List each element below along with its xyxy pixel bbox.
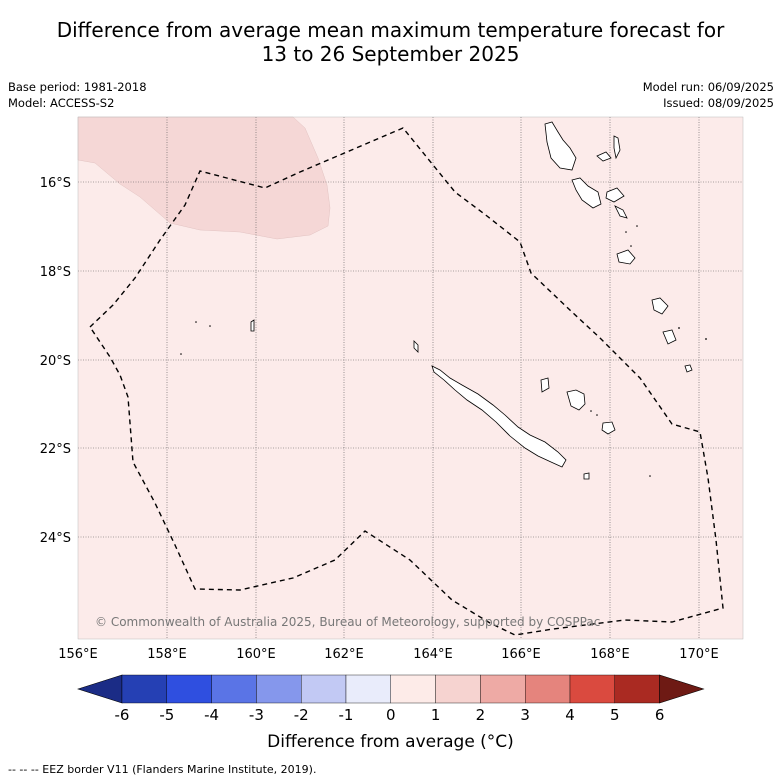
title-line-1: Difference from average mean maximum tem… xyxy=(56,18,725,42)
malakula-island xyxy=(571,177,602,209)
colorbar-extension-high xyxy=(659,674,705,704)
map-title: Difference from average mean maximum tem… xyxy=(0,18,781,66)
lat-tick: 18°S xyxy=(40,265,71,280)
colorbar-tick: -2 xyxy=(294,706,309,724)
erromango-island xyxy=(651,297,669,315)
lat-tick: 24°S xyxy=(40,531,71,546)
colorbar-segment xyxy=(569,674,615,704)
epi-island xyxy=(614,205,628,219)
colorbar-segment xyxy=(345,674,391,704)
lat-tick: 20°S xyxy=(40,354,71,369)
lat-tick-labels: 16°S 18°S 20°S 22°S 24°S xyxy=(40,176,71,546)
meta-right: Model run: 06/09/2025 Issued: 08/09/2025 xyxy=(643,79,774,111)
lon-tick: 160°E xyxy=(236,647,276,662)
colorbar-segment xyxy=(525,674,571,704)
colorbar-segment xyxy=(614,674,660,704)
lon-tick: 170°E xyxy=(679,647,719,662)
colorbar-tick-labels: -6 -5 -4 -3 -2 -1 0 1 2 3 4 5 6 xyxy=(115,706,665,724)
colorbar-tick: 4 xyxy=(565,706,575,724)
efate-island xyxy=(616,249,636,265)
base-period: Base period: 1981-2018 xyxy=(8,80,147,94)
colorbar-tick: 2 xyxy=(476,706,486,724)
map-frame xyxy=(77,116,744,640)
colorbar xyxy=(77,674,705,704)
maewo-island xyxy=(613,135,621,160)
colorbar-segment xyxy=(390,674,436,704)
lon-tick: 164°E xyxy=(413,647,453,662)
colorbar-tick: -4 xyxy=(204,706,219,724)
lon-tick-labels: 156°E 158°E 160°E 162°E 164°E 166°E 168°… xyxy=(58,647,719,662)
model-run: Model run: 06/09/2025 xyxy=(642,80,774,94)
ambae-island xyxy=(596,151,612,162)
colorbar-tick: -1 xyxy=(339,706,354,724)
colorbar-extension-low xyxy=(77,674,123,704)
colorbar-tick: -6 xyxy=(115,706,130,724)
colorbar-tick: 1 xyxy=(431,706,441,724)
island-small-2 xyxy=(250,319,255,332)
colorbar-segment xyxy=(211,674,257,704)
pentecost-island xyxy=(605,187,625,203)
lon-tick: 166°E xyxy=(501,647,541,662)
coastlines xyxy=(250,121,693,480)
coastline-dots xyxy=(180,225,707,477)
colorbar-tick: 3 xyxy=(520,706,530,724)
issued-date: Issued: 08/09/2025 xyxy=(663,96,774,110)
colorbar-tick: -3 xyxy=(249,706,264,724)
colorbar-segment xyxy=(166,674,212,704)
gridlines xyxy=(78,117,743,639)
lon-tick: 158°E xyxy=(147,647,187,662)
lifou-island xyxy=(566,389,586,411)
espiritu-santo xyxy=(544,121,577,171)
colorbar-label: Difference from average (°C) xyxy=(267,732,514,752)
colorbar-segment xyxy=(256,674,302,704)
lat-tick: 16°S xyxy=(40,176,71,191)
colorbar-tick: 6 xyxy=(655,706,665,724)
lon-tick: 162°E xyxy=(324,647,364,662)
colorbar-segment xyxy=(121,674,167,704)
tanna-island xyxy=(662,329,677,345)
island-small xyxy=(583,472,590,480)
mare-island xyxy=(601,421,616,435)
aneityum-island xyxy=(684,364,693,373)
ouvea-island xyxy=(540,377,550,393)
title-line-2: 13 to 26 September 2025 xyxy=(261,42,520,66)
lat-tick: 22°S xyxy=(40,442,71,457)
lon-tick: 156°E xyxy=(58,647,98,662)
belep-islands xyxy=(413,340,419,353)
lon-tick: 168°E xyxy=(590,647,630,662)
colorbar-tick: 0 xyxy=(386,706,396,724)
colorbar-tick: 5 xyxy=(610,706,620,724)
colorbar-tick: -5 xyxy=(159,706,174,724)
colorbar-segment xyxy=(480,674,526,704)
colorbar-segment xyxy=(301,674,347,704)
colorbar-segment xyxy=(435,674,481,704)
copyright-text: © Commonwealth of Australia 2025, Bureau… xyxy=(95,615,600,629)
meta-left: Base period: 1981-2018 Model: ACCESS-S2 xyxy=(8,79,147,111)
model-name: Model: ACCESS-S2 xyxy=(8,96,115,110)
anomaly-region xyxy=(77,116,331,240)
new-caledonia-island xyxy=(431,365,567,468)
footer-note: -- -- -- EEZ border V11 (Flanders Marine… xyxy=(8,763,317,776)
